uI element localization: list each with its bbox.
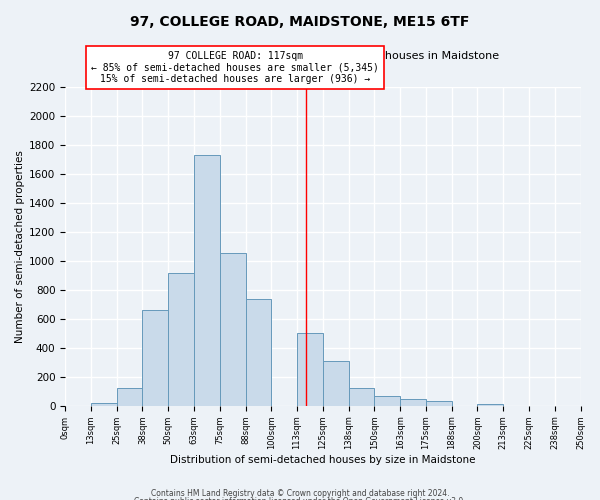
- Text: Contains HM Land Registry data © Crown copyright and database right 2024.: Contains HM Land Registry data © Crown c…: [151, 488, 449, 498]
- Bar: [426, 401, 452, 406]
- Title: Size of property relative to semi-detached houses in Maidstone: Size of property relative to semi-detach…: [146, 52, 499, 62]
- Bar: [194, 155, 220, 406]
- Bar: [400, 398, 426, 406]
- Bar: [142, 310, 168, 406]
- Bar: [116, 388, 142, 406]
- Bar: [478, 404, 503, 406]
- X-axis label: Distribution of semi-detached houses by size in Maidstone: Distribution of semi-detached houses by …: [170, 455, 476, 465]
- Bar: [168, 272, 194, 406]
- Bar: [245, 300, 271, 406]
- Bar: [297, 334, 323, 406]
- Bar: [220, 253, 245, 406]
- Text: 97 COLLEGE ROAD: 117sqm
← 85% of semi-detached houses are smaller (5,345)
15% of: 97 COLLEGE ROAD: 117sqm ← 85% of semi-de…: [91, 50, 379, 84]
- Bar: [323, 361, 349, 406]
- Bar: [349, 388, 374, 406]
- Bar: [374, 396, 400, 406]
- Text: Contains public sector information licensed under the Open Government Licence v3: Contains public sector information licen…: [134, 497, 466, 500]
- Text: 97, COLLEGE ROAD, MAIDSTONE, ME15 6TF: 97, COLLEGE ROAD, MAIDSTONE, ME15 6TF: [130, 15, 470, 29]
- Bar: [91, 403, 116, 406]
- Y-axis label: Number of semi-detached properties: Number of semi-detached properties: [15, 150, 25, 343]
